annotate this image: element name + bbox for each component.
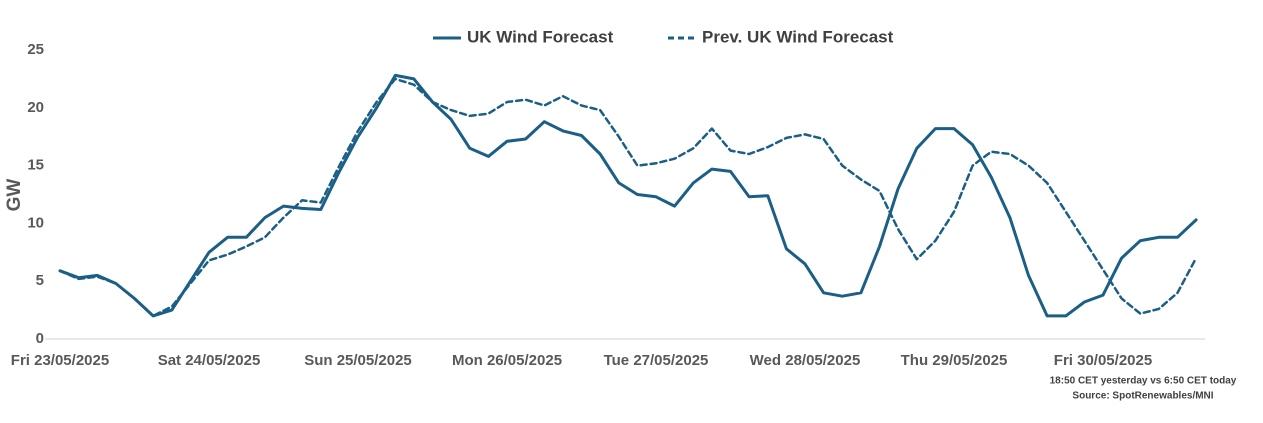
series-line (58, 73, 1198, 318)
x-tick-label: Fri 23/05/2025 (11, 352, 109, 369)
y-tick-label: 15 (27, 157, 44, 174)
x-tick-label: Tue 27/05/2025 (604, 352, 709, 369)
y-tick-label: 10 (27, 214, 44, 231)
x-tick-label: Fri 30/05/2025 (1054, 352, 1152, 369)
legend-label: UK Wind Forecast (467, 27, 614, 46)
y-tick-label: 5 (36, 272, 44, 289)
source: Source: SpotRenewables/MNI (1072, 391, 1213, 402)
x-tick-label: Sat 24/05/2025 (158, 352, 261, 369)
legend-label: Prev. UK Wind Forecast (702, 27, 894, 46)
x-tick-label: Wed 28/05/2025 (750, 352, 861, 369)
series-line (58, 77, 1198, 318)
y-tick-label: 25 (27, 41, 44, 58)
x-tick-label: Thu 29/05/2025 (901, 352, 1008, 369)
x-tick-label: Mon 26/05/2025 (452, 352, 562, 369)
note: 18:50 CET yesterday vs 6:50 CET today (1050, 376, 1237, 387)
y-tick-label: 20 (27, 99, 44, 116)
y-tick-label: 0 (36, 330, 44, 347)
x-tick-label: Sun 25/05/2025 (304, 352, 412, 369)
y-axis-title: GW (4, 179, 25, 212)
